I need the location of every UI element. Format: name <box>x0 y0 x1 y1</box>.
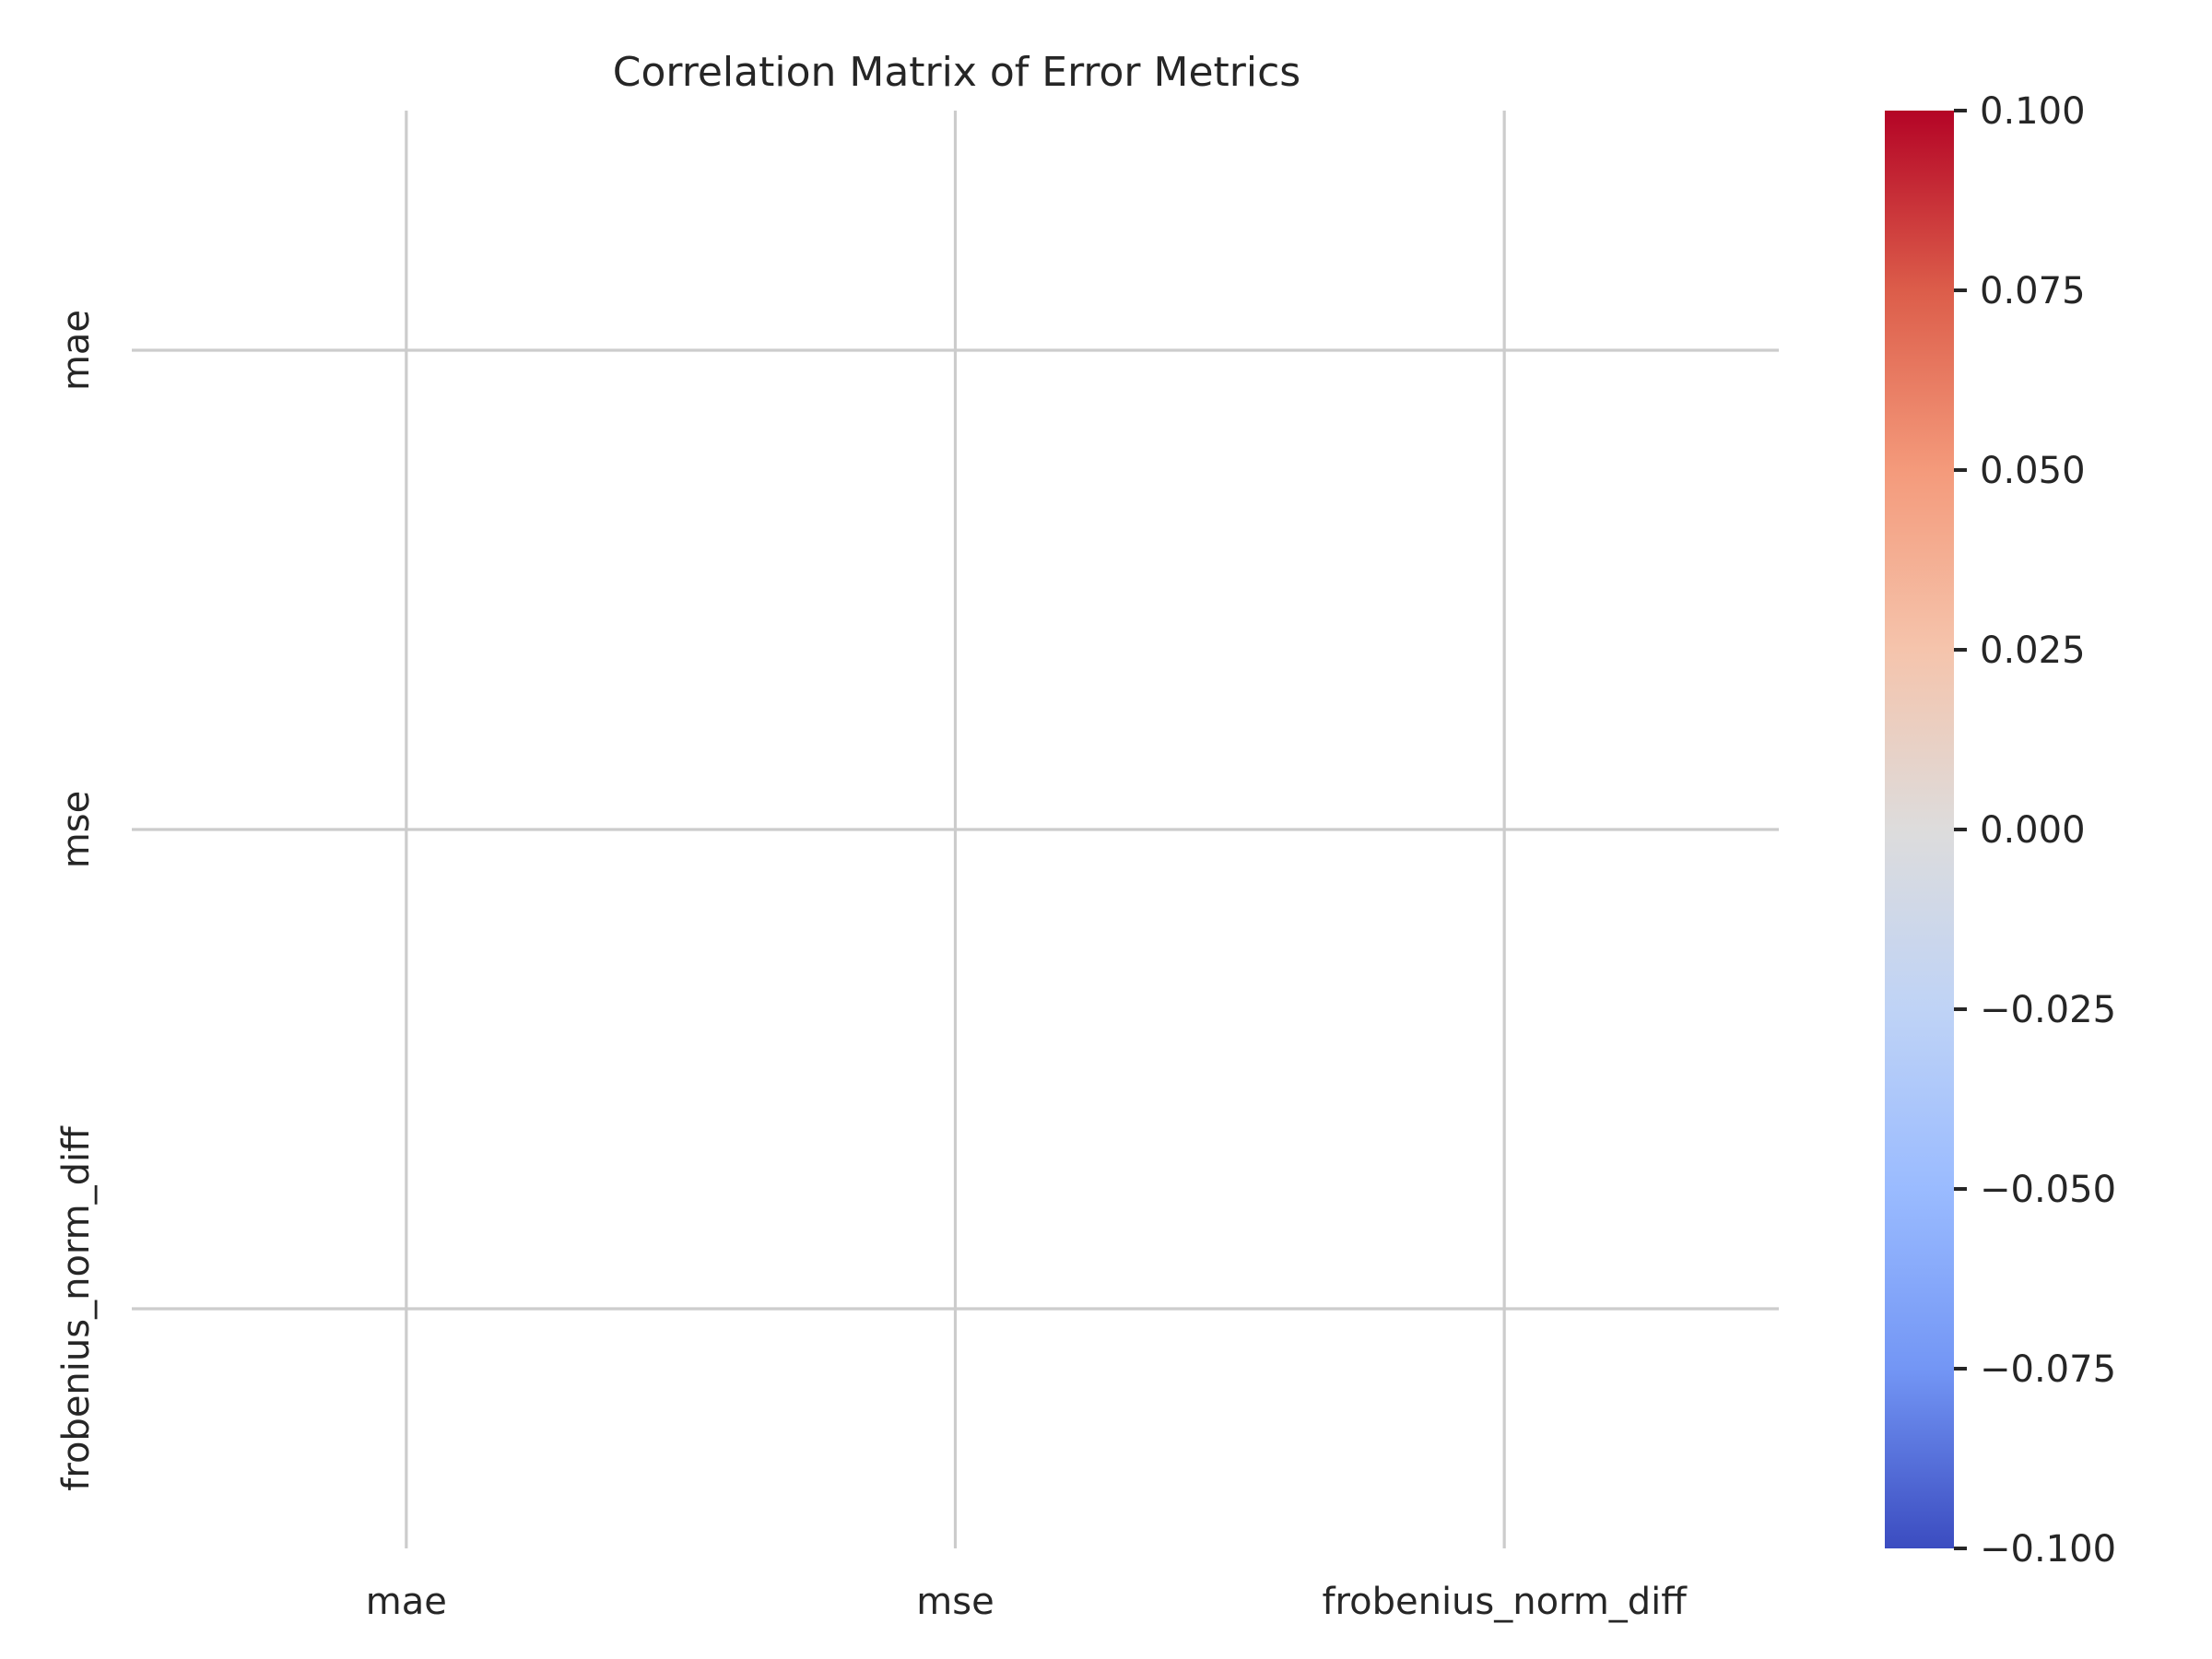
chart-title: Correlation Matrix of Error Metrics <box>613 49 1300 96</box>
colorbar-tick-label: −0.025 <box>1980 989 2116 1031</box>
colorbar-tick-label: −0.050 <box>1980 1169 2116 1211</box>
y-tick-label: mse <box>55 791 98 868</box>
colorbar-tick-label: 0.025 <box>1980 629 2086 672</box>
colorbar-ticks: 0.100 0.075 0.050 0.025 0.000 −0.025 −0.050 −0.… <box>1954 90 2116 1571</box>
y-tick-label: frobenius_norm_diff <box>55 1125 98 1491</box>
x-tick-label: mae <box>366 1581 447 1623</box>
x-tick-label: mse <box>916 1581 994 1623</box>
colorbar-tick-label: 0.100 <box>1980 90 2086 133</box>
x-tick-labels: mae mse frobenius_norm_diff <box>366 1581 1688 1623</box>
colorbar-tick-label: 0.075 <box>1980 270 2086 312</box>
y-tick-label: mae <box>55 310 98 391</box>
colorbar-tick-label: −0.100 <box>1980 1528 2116 1571</box>
colorbar <box>1885 111 1954 1548</box>
x-tick-label: frobenius_norm_diff <box>1322 1581 1688 1623</box>
y-tick-labels: mae mse frobenius_norm_diff <box>55 310 98 1491</box>
colorbar-tick-label: 0.000 <box>1980 809 2086 852</box>
colorbar-tick-label: −0.075 <box>1980 1348 2116 1391</box>
grid-lines <box>132 111 1779 1548</box>
colorbar-tick-label: 0.050 <box>1980 450 2086 492</box>
